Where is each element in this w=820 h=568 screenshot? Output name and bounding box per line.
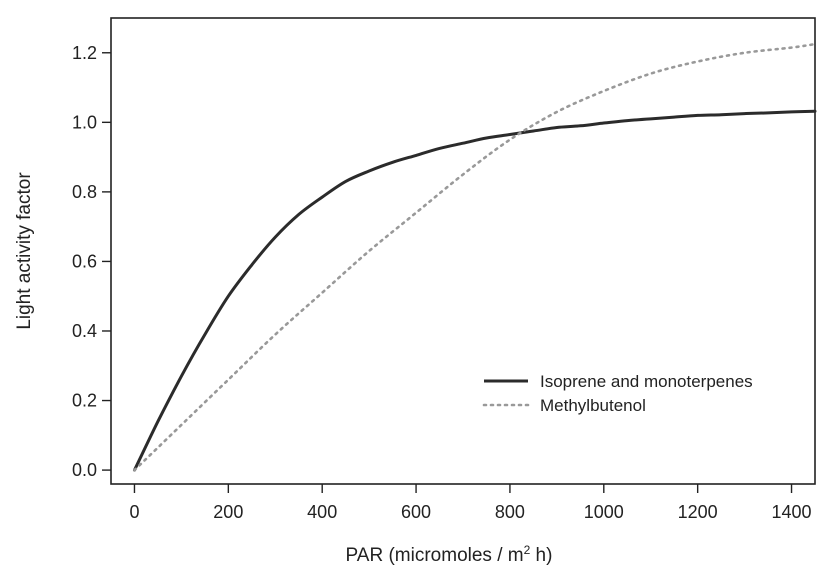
series-line-isoprene bbox=[133, 109, 817, 472]
series-line-methylbutenol bbox=[133, 42, 817, 472]
x-tick-label: 1000 bbox=[584, 502, 624, 522]
x-tick-label: 1400 bbox=[772, 502, 812, 522]
plot-frame bbox=[110, 17, 816, 485]
y-tick-label: 0.8 bbox=[72, 182, 97, 202]
y-tick-label: 0.0 bbox=[72, 460, 97, 480]
x-tick-label: 0 bbox=[129, 502, 139, 522]
y-tick-label: 1.2 bbox=[72, 43, 97, 63]
y-axis: 0.0 0.2 0.4 0.6 0.8 1.0 1.2 bbox=[72, 43, 111, 480]
x-tick-label: 1200 bbox=[678, 502, 718, 522]
x-tick-label: 600 bbox=[401, 502, 431, 522]
x-tick-label: 400 bbox=[307, 502, 337, 522]
y-tick-label: 0.2 bbox=[72, 391, 97, 411]
y-tick-label: 0.6 bbox=[72, 251, 97, 271]
legend: Isoprene and monoterpenes Methylbutenol bbox=[482, 372, 753, 415]
x-tick-label: 200 bbox=[213, 502, 243, 522]
x-axis-title-sup: 2 bbox=[524, 543, 531, 557]
x-axis: 0 200 400 600 800 1000 1200 1400 bbox=[129, 484, 812, 522]
x-tick-label: 800 bbox=[495, 502, 525, 522]
x-axis-title: PAR (micromoles / m2 h) bbox=[346, 543, 553, 566]
y-axis-title: Light activity factor bbox=[14, 172, 35, 330]
y-tick-label: 0.4 bbox=[72, 321, 97, 341]
x-axis-title-tail: h) bbox=[530, 545, 552, 566]
legend-label-isoprene: Isoprene and monoterpenes bbox=[540, 372, 753, 391]
legend-label-methylbutenol: Methylbutenol bbox=[540, 396, 646, 415]
x-axis-title-main: PAR (micromoles / m bbox=[346, 545, 524, 566]
y-tick-label: 1.0 bbox=[72, 112, 97, 132]
series-layer bbox=[133, 42, 817, 472]
